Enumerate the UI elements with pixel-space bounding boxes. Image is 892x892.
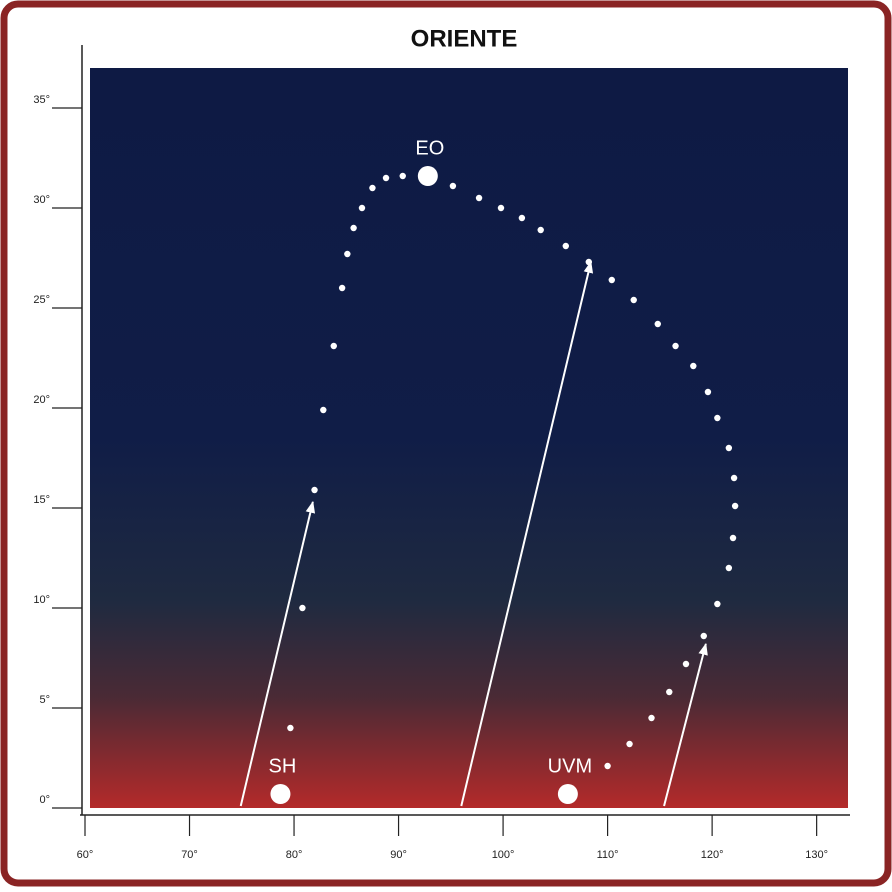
x-tick-label: 90° — [390, 849, 407, 861]
point — [604, 763, 610, 769]
y-tick-label: 10° — [33, 594, 50, 606]
point — [732, 503, 738, 509]
point — [331, 343, 337, 349]
point — [626, 741, 632, 747]
point — [683, 661, 689, 667]
y-tick-label: 35° — [33, 94, 50, 106]
point — [350, 225, 356, 231]
point — [730, 535, 736, 541]
point — [631, 297, 637, 303]
point — [369, 185, 375, 191]
point — [498, 205, 504, 211]
x-tick-label: 110° — [597, 849, 619, 861]
point — [726, 565, 732, 571]
y-tick-label: 20° — [33, 394, 50, 406]
point — [609, 277, 615, 283]
point — [383, 175, 389, 181]
x-tick-label: 60° — [77, 849, 94, 861]
point — [655, 321, 661, 327]
chart-title: ORIENTE — [411, 25, 518, 52]
point — [519, 215, 525, 221]
highlight-point — [418, 166, 438, 186]
point — [586, 259, 592, 265]
chart: ORIENTE 0° 5° 10° 15° 20° 25° 30° 35° 60° 70° 80° 9… — [0, 0, 892, 887]
point — [705, 389, 711, 395]
x-tick-label: 70° — [181, 849, 198, 861]
point — [714, 601, 720, 607]
y-tick-label: 30° — [33, 194, 50, 206]
point — [666, 689, 672, 695]
point — [563, 243, 569, 249]
point — [726, 445, 732, 451]
point — [701, 633, 707, 639]
point — [450, 183, 456, 189]
x-tick-label: 120° — [701, 849, 724, 861]
point — [339, 285, 345, 291]
point — [311, 487, 317, 493]
y-tick-label: 15° — [33, 494, 50, 506]
point — [344, 251, 350, 257]
point — [648, 715, 654, 721]
point — [400, 173, 406, 179]
point — [690, 363, 696, 369]
point — [287, 725, 293, 731]
y-tick-label: 5° — [39, 694, 50, 706]
point — [320, 407, 326, 413]
x-tick-label: 130° — [805, 849, 828, 861]
highlight-label: EO — [415, 137, 444, 159]
highlight-label: UVM — [548, 755, 592, 777]
point — [359, 205, 365, 211]
point — [731, 475, 737, 481]
highlight-point — [558, 784, 578, 804]
point — [476, 195, 482, 201]
y-tick-label: 25° — [33, 294, 50, 306]
x-tick-label: 100° — [492, 849, 515, 861]
point — [299, 605, 305, 611]
point — [714, 415, 720, 421]
point — [538, 227, 544, 233]
highlight-point — [270, 784, 290, 804]
plot-area — [90, 68, 848, 808]
highlight-label: SH — [269, 755, 297, 777]
point — [672, 343, 678, 349]
y-tick-label: 0° — [39, 794, 50, 806]
x-tick-label: 80° — [286, 849, 303, 861]
